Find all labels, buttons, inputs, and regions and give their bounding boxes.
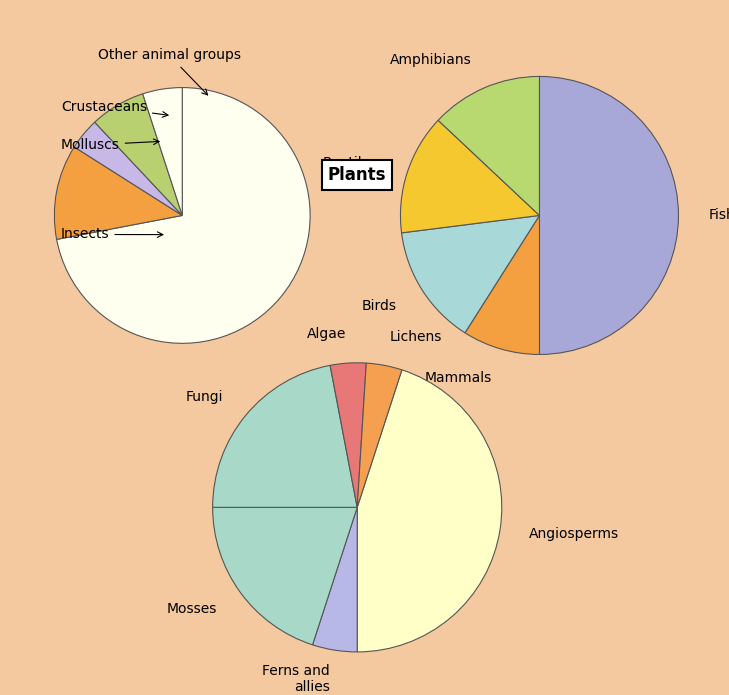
Wedge shape xyxy=(213,507,357,645)
Text: Angiosperms: Angiosperms xyxy=(529,528,619,541)
Text: Mammals: Mammals xyxy=(425,371,492,385)
Text: Plants: Plants xyxy=(328,166,386,184)
Wedge shape xyxy=(313,507,357,652)
Wedge shape xyxy=(143,88,182,215)
Wedge shape xyxy=(55,147,182,239)
Text: Insects: Insects xyxy=(61,227,163,241)
Text: Crustaceans: Crustaceans xyxy=(61,99,168,117)
Text: Reptiles: Reptiles xyxy=(323,156,378,170)
Wedge shape xyxy=(357,363,402,507)
Wedge shape xyxy=(57,88,310,343)
Wedge shape xyxy=(74,122,182,215)
Text: Fungi: Fungi xyxy=(186,390,224,404)
Text: Lichens: Lichens xyxy=(390,330,442,344)
Text: Ferns and
allies: Ferns and allies xyxy=(262,664,330,694)
Wedge shape xyxy=(95,94,182,215)
Wedge shape xyxy=(213,366,357,507)
Text: Amphibians: Amphibians xyxy=(390,53,472,67)
Text: Other animal groups: Other animal groups xyxy=(98,49,241,95)
Wedge shape xyxy=(402,215,539,333)
Text: Molluscs: Molluscs xyxy=(61,138,159,152)
Wedge shape xyxy=(465,215,539,354)
Wedge shape xyxy=(438,76,539,215)
Wedge shape xyxy=(400,120,539,233)
Wedge shape xyxy=(330,363,366,507)
Text: Fishes: Fishes xyxy=(709,208,729,222)
Wedge shape xyxy=(357,370,502,652)
Text: Birds: Birds xyxy=(362,300,397,313)
Text: Mosses: Mosses xyxy=(166,603,217,616)
Wedge shape xyxy=(539,76,679,354)
Text: Algae: Algae xyxy=(307,327,346,341)
